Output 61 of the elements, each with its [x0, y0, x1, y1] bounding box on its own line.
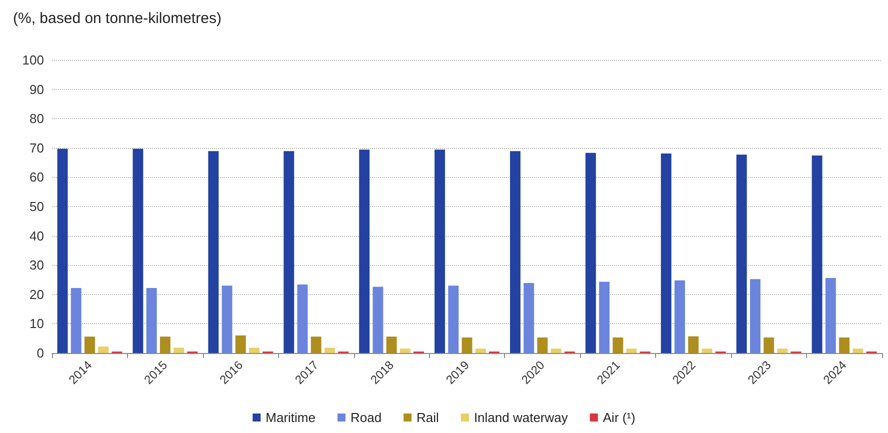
bar: [174, 348, 184, 353]
y-tick-label: 0: [36, 346, 44, 360]
bar: [372, 286, 384, 353]
legend-label: Rail: [416, 410, 440, 425]
legend-label: Maritime: [266, 410, 316, 425]
y-tick-label: 10: [30, 316, 44, 332]
bar: [284, 151, 294, 353]
bar: [297, 284, 308, 353]
bar: [462, 337, 472, 353]
bar: [208, 151, 219, 353]
bar: [660, 153, 672, 353]
bar: [524, 282, 534, 353]
bar: [324, 348, 335, 353]
bar: [70, 288, 82, 353]
bar: [434, 150, 446, 353]
bar: [585, 152, 596, 353]
bar: [400, 348, 410, 353]
bar: [626, 348, 637, 353]
bar: [386, 336, 397, 353]
bar: [160, 336, 170, 353]
bar: [235, 335, 246, 353]
bar: [702, 348, 712, 353]
y-tick-label: 30: [30, 258, 44, 273]
y-tick-label: 70: [30, 140, 44, 156]
bar: [249, 348, 260, 353]
bar: [222, 286, 232, 353]
y-tick-label: 80: [30, 111, 44, 126]
y-tick-label: 60: [30, 170, 44, 185]
bar: [448, 286, 459, 353]
bar: [537, 337, 548, 353]
bar: [599, 282, 610, 353]
bar: [750, 279, 760, 353]
y-tick-label: 50: [30, 199, 44, 214]
bar: [736, 154, 747, 353]
chart-title: (%, based on tonne-kilometres): [13, 10, 222, 27]
bar: [132, 148, 144, 353]
bar: [510, 151, 520, 353]
bar: [812, 156, 822, 353]
bar: [550, 348, 562, 353]
legend-label: Air (¹): [602, 410, 636, 425]
bar: [612, 337, 624, 353]
bar: [146, 288, 157, 353]
y-tick-label: 40: [30, 228, 44, 244]
bar: [852, 348, 864, 353]
bar: [764, 337, 774, 353]
bar: [688, 336, 699, 353]
y-tick-label: 90: [30, 82, 44, 97]
bar: [825, 278, 836, 353]
y-tick-label: 100: [22, 52, 44, 68]
bar: [57, 148, 68, 353]
bar: [674, 280, 685, 353]
legend-label: Road: [350, 410, 382, 425]
bar: [359, 150, 370, 353]
bar: [839, 337, 850, 353]
bar: [84, 336, 95, 353]
bar: [475, 348, 486, 353]
bar: [310, 336, 322, 353]
y-tick-label: 20: [30, 286, 44, 302]
legend-label: Inland waterway: [474, 410, 568, 425]
bar: [98, 346, 109, 353]
bar: [777, 348, 788, 353]
